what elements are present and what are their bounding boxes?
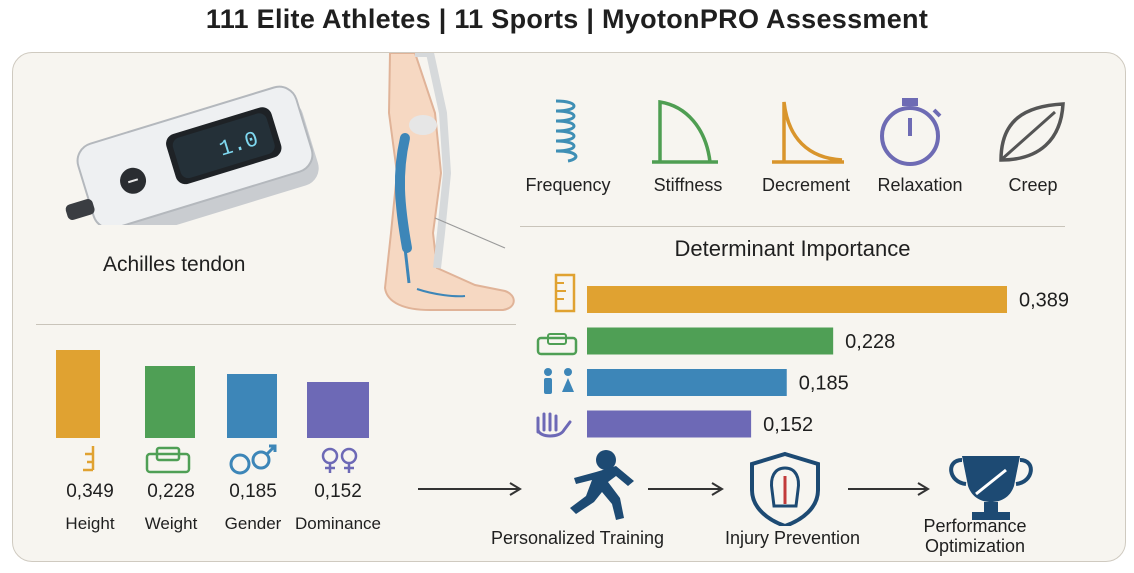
importance-value-dominance: 0,152: [763, 414, 813, 436]
left-bar-label-height: Height: [65, 514, 115, 533]
trophy-icon: [949, 456, 1033, 520]
left-bar-label-dominance: Dominance: [295, 514, 381, 533]
leaf-icon: [999, 102, 1065, 162]
importance-bar-gender: [587, 369, 787, 396]
page-title: 111 Elite Athletes | 11 Sports | MyotonP…: [205, 4, 929, 34]
scale-icon: [536, 333, 578, 356]
ruler-icon: [554, 273, 576, 313]
divider-right: [520, 226, 1065, 227]
outcome-label-performance-optimization: Performance Optimization: [923, 516, 1027, 556]
gender-icon: [229, 444, 277, 475]
metric-label-relaxation: Relaxation: [877, 175, 963, 195]
spring-icon: [555, 99, 578, 163]
importance-bar-dominance: [587, 410, 752, 438]
stopwatch-icon: [880, 98, 942, 166]
metric-label-frequency: Frequency: [525, 175, 611, 195]
scale-icon: [145, 446, 191, 474]
metric-label-stiffness: Stiffness: [653, 175, 723, 195]
importance-value-gender: 0,185: [799, 373, 849, 395]
left-bar-value-dominance: 0,152: [314, 481, 362, 502]
myoton-device-illustration: 1.0: [65, 85, 319, 225]
left-bar-dominance: [307, 382, 369, 438]
divider-left: [36, 324, 516, 325]
importance-bar-weight: [587, 327, 834, 355]
left-bar-label-gender: Gender: [224, 514, 282, 533]
stiffness-curve-icon: [652, 99, 718, 164]
left-bar-value-gender: 0,185: [229, 481, 277, 502]
runner-icon: [570, 450, 634, 520]
importance-chart: 0,389 0,228 0,185 0,152: [587, 286, 1069, 438]
left-bar-height: [56, 350, 100, 438]
decrement-curve-icon: [772, 101, 844, 164]
metric-label-decrement: Decrement: [761, 175, 851, 195]
left-bar-chart: [56, 350, 369, 438]
left-bar-value-height: 0,349: [66, 481, 114, 502]
female-pair-icon: [321, 447, 358, 473]
people-icon: [544, 368, 574, 394]
left-bar-icons: [83, 444, 358, 475]
metric-label-creep: Creep: [1008, 175, 1058, 195]
importance-bar-height: [587, 286, 1007, 313]
outcome-label-injury-prevention: Injury Prevention: [724, 528, 861, 548]
left-bar-value-weight: 0,228: [147, 481, 195, 502]
outcome-flow: [418, 450, 1033, 526]
achilles-tendon-label: Achilles tendon: [103, 253, 246, 276]
left-bar-gender: [227, 374, 277, 438]
importance-title: Determinant Importance: [674, 236, 911, 261]
outcome-label-personalized-training: Personalized Training: [490, 528, 665, 548]
leg-anatomy-illustration: [383, 53, 515, 311]
left-bar-label-weight: Weight: [144, 514, 198, 533]
hand-icon: [536, 412, 572, 438]
importance-value-weight: 0,228: [845, 331, 895, 353]
shield-icon: [750, 451, 820, 526]
importance-icons: [536, 273, 578, 438]
importance-value-height: 0,389: [1019, 290, 1069, 312]
left-bar-weight: [145, 366, 195, 438]
ruler-icon: [83, 446, 95, 472]
